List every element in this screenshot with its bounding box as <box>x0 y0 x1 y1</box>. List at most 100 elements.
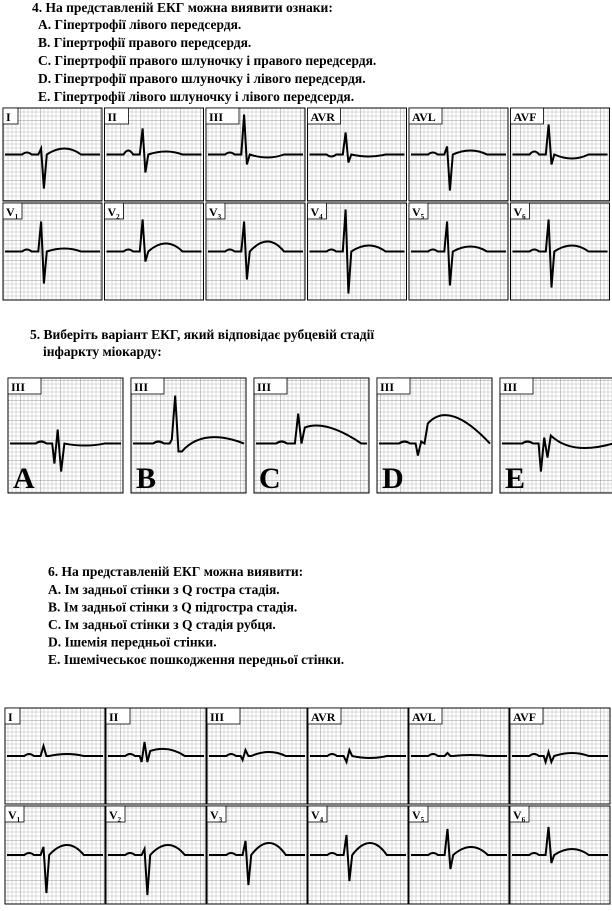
lead-name: III <box>503 380 517 394</box>
variant-letter: C <box>259 462 281 495</box>
lead-label-box <box>499 377 534 395</box>
lead-label-box <box>307 202 327 220</box>
lead-name: AVL <box>412 710 436 724</box>
question-text: D. Ішемія передньої стінки. <box>48 635 217 650</box>
lead-label: I <box>6 110 11 124</box>
lead-subscript: 1 <box>17 816 21 824</box>
lead-name: V <box>412 205 421 219</box>
ecg-trace <box>7 844 103 894</box>
lead-name: II <box>108 110 118 124</box>
question-text: інфаркту міокарду: <box>43 344 162 359</box>
lead-label: II <box>109 710 119 724</box>
lead-label: V6 <box>513 808 526 824</box>
ecg-trace <box>208 221 303 280</box>
lead-label: II <box>108 110 118 124</box>
lead-subscript: 5 <box>421 213 425 221</box>
ecg-panel <box>130 377 247 494</box>
lead-label: V1 <box>6 205 19 221</box>
lead-label: V6 <box>514 205 527 221</box>
lead-subscript: 4 <box>320 816 324 824</box>
lead-label: III <box>380 380 394 394</box>
lead-label-box <box>104 107 129 125</box>
lead-name: AVR <box>311 110 336 124</box>
question-text: 5. Виберіть варіант ЕКГ, який відповідає… <box>30 327 374 342</box>
lead-label-box <box>408 107 443 125</box>
lead-label-box <box>130 377 165 395</box>
lead-label-box <box>509 805 530 823</box>
lead-label: III <box>209 110 223 124</box>
lead-label: V5 <box>412 808 425 824</box>
lead-label: V4 <box>311 808 324 824</box>
lead-label-box <box>408 707 443 725</box>
lead-label: V3 <box>209 205 222 221</box>
lead-label-box <box>205 202 226 220</box>
ecg-trace <box>209 840 305 886</box>
lead-name: V <box>209 205 218 219</box>
lead-label: V5 <box>412 205 425 221</box>
ecg-trace <box>106 219 202 262</box>
lead-label: AVF <box>513 710 536 724</box>
lead-name: V <box>412 808 421 822</box>
question-text: C. Ім задньої стінки з Q стадія рубця. <box>48 617 276 632</box>
lead-label-box <box>105 707 131 725</box>
lead-label-box <box>2 107 19 125</box>
ecg-trace <box>512 748 608 766</box>
lead-name: V <box>514 205 523 219</box>
lead-label: AVL <box>412 710 436 724</box>
ecg-trace <box>309 209 405 294</box>
lead-subscript: 3 <box>218 213 222 221</box>
lead-subscript: 6 <box>522 816 526 824</box>
question-text: 4. На представленій ЕКГ можна виявити оз… <box>32 0 333 15</box>
ecg-trace <box>256 413 367 445</box>
lead-name: III <box>257 380 271 394</box>
lead-name: AVF <box>514 110 537 124</box>
lead-label-box <box>206 707 241 725</box>
lead-label-box <box>509 707 544 725</box>
ecg-trace <box>310 746 406 765</box>
lead-label: V2 <box>108 205 121 221</box>
ecg-trace <box>310 834 406 882</box>
lead-label-box <box>104 202 124 220</box>
lead-name: AVL <box>412 110 436 124</box>
lead-label-box <box>4 805 25 823</box>
ecg-trace <box>5 144 100 189</box>
lead-name: III <box>210 710 224 724</box>
lead-label-box <box>7 377 42 395</box>
ecg-trace <box>512 219 608 288</box>
lead-label: AVL <box>412 110 436 124</box>
ecg-trace <box>379 414 491 456</box>
ecg-trace <box>133 395 245 453</box>
lead-name: AVR <box>311 710 336 724</box>
lead-label-box <box>2 202 23 220</box>
lead-name: V <box>311 205 320 219</box>
question-text: 6. На представленій ЕКГ можна виявити: <box>48 564 303 579</box>
lead-label: AVR <box>311 710 336 724</box>
ecg-trace <box>309 132 405 163</box>
lead-name: I <box>6 110 11 124</box>
lead-label: V2 <box>109 808 122 824</box>
lead-subscript: 2 <box>116 213 120 221</box>
lead-name: II <box>109 710 119 724</box>
lead-label: I <box>8 710 13 724</box>
lead-name: V <box>108 205 117 219</box>
ecg-trace <box>108 844 204 896</box>
lead-label: AVF <box>514 110 537 124</box>
question-text: B. Гіпертрофії правого передсердя. <box>38 35 251 50</box>
lead-subscript: 3 <box>219 816 223 824</box>
ecg-trace <box>411 146 506 191</box>
ecg-trace <box>411 221 506 286</box>
ecg-trace <box>7 742 103 757</box>
ecg-trace <box>208 114 303 165</box>
lead-name: V <box>311 808 320 822</box>
lead-label: III <box>134 380 148 394</box>
lead-label: III <box>257 380 271 394</box>
lead-label-box <box>376 377 411 395</box>
lead-name: V <box>6 205 15 219</box>
ecg-trace <box>209 747 305 763</box>
lead-name: III <box>380 380 394 394</box>
lead-name: I <box>8 710 13 724</box>
question-text: E. Ішемічеськоє пошкодження передньої ст… <box>48 652 344 667</box>
lead-name: III <box>209 110 223 124</box>
